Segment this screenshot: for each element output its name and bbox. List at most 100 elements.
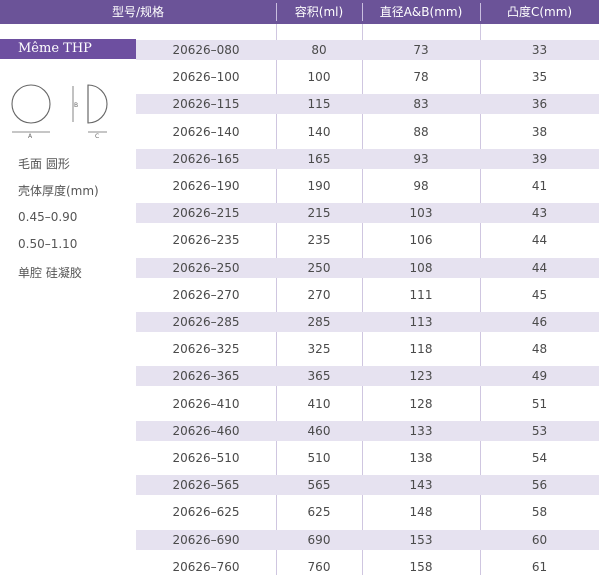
cell-model: 20626–365	[172, 369, 240, 384]
column-divider	[276, 24, 277, 575]
cell-diameter: 83	[413, 97, 429, 112]
table-row: 20626–285 285 113 46	[136, 311, 599, 338]
implant-diagram-icon: B A C	[11, 84, 108, 140]
cell-diameter: 108	[409, 260, 433, 275]
header-projection: 凸度C(mm)	[506, 5, 573, 19]
cell-volume: 690	[307, 532, 331, 547]
header-model: 型号/规格	[111, 5, 165, 19]
column-divider	[480, 24, 481, 575]
header-diameter: 直径A&B(mm)	[379, 5, 463, 19]
cell-volume: 165	[307, 151, 331, 166]
header-divider	[276, 3, 277, 21]
cell-model: 20626–565	[172, 478, 240, 493]
cell-volume: 565	[307, 478, 331, 493]
spec-thickness-range-1: 0.45–0.90	[18, 210, 78, 224]
cell-diameter: 88	[413, 124, 429, 139]
row-band	[136, 203, 599, 224]
table-row: 20626–250 250 108 44	[136, 257, 599, 284]
table-row: 20626–270 270 111 45	[136, 284, 599, 311]
cell-model: 20626–165	[172, 151, 240, 166]
header-divider	[362, 3, 363, 21]
cell-projection: 61	[531, 559, 548, 574]
cell-diameter: 118	[409, 342, 433, 357]
cell-diameter: 111	[409, 287, 433, 302]
cell-model: 20626–510	[172, 451, 240, 465]
cell-volume: 115	[307, 97, 331, 112]
cell-volume: 285	[307, 315, 331, 329]
cell-diameter: 98	[413, 179, 429, 193]
cell-volume: 625	[307, 505, 331, 520]
cell-projection: 46	[531, 315, 548, 329]
table-row: 20626–410 410 128 51	[136, 393, 599, 420]
table-row: 20626–140 140 88 38	[136, 121, 599, 148]
table-row: 20626–565 565 143 56	[136, 474, 599, 501]
cell-volume: 410	[307, 396, 331, 411]
cell-volume: 80	[311, 43, 327, 57]
cell-projection: 44	[531, 260, 548, 275]
row-band	[136, 312, 599, 332]
cell-diameter: 103	[409, 206, 433, 221]
table-row: 20626–190 190 98 41	[136, 175, 599, 202]
cell-volume: 270	[307, 287, 331, 302]
table-row: 20626–690 690 153 60	[136, 529, 599, 556]
cell-projection: 44	[531, 233, 548, 248]
spec-material: 单腔 硅凝胶	[18, 266, 82, 280]
cell-projection: 45	[531, 287, 548, 302]
cell-projection: 53	[531, 423, 548, 438]
cell-volume: 140	[307, 124, 331, 139]
column-divider	[362, 24, 363, 575]
cell-projection: 43	[531, 206, 548, 221]
cell-diameter: 128	[409, 396, 433, 411]
cell-model: 20626–100	[172, 70, 240, 85]
cell-volume: 215	[307, 206, 331, 221]
cell-diameter: 143	[409, 478, 433, 493]
cell-projection: 49	[531, 369, 548, 384]
table-header: 型号/规格 容积(ml) 直径A&B(mm) 凸度C(mm)	[0, 0, 599, 24]
cell-diameter: 78	[413, 70, 429, 85]
cell-volume: 235	[307, 233, 331, 248]
cell-model: 20626–190	[172, 179, 240, 193]
row-band	[136, 148, 599, 169]
spec-thickness-range-2: 0.50–1.10	[18, 237, 78, 251]
cell-diameter: 148	[409, 505, 433, 520]
diagram-label-a: A	[28, 133, 33, 140]
row-band	[136, 94, 599, 115]
cell-diameter: 138	[409, 451, 433, 465]
cell-model: 20626–270	[172, 287, 240, 302]
cell-volume: 325	[307, 342, 331, 357]
cell-projection: 33	[531, 43, 548, 57]
product-name: Même THP	[0, 39, 136, 59]
cell-volume: 760	[307, 559, 331, 574]
cell-diameter: 133	[409, 423, 433, 438]
row-band	[136, 420, 599, 441]
row-band	[136, 366, 599, 387]
header-divider	[480, 3, 481, 21]
cell-projection: 39	[531, 151, 548, 166]
cell-model: 20626–460	[172, 423, 240, 438]
cell-diameter: 93	[413, 151, 429, 166]
table-row: 20626–325 325 118 48	[136, 338, 599, 365]
cell-model: 20626–625	[172, 505, 240, 520]
row-band	[136, 529, 599, 550]
cell-volume: 250	[307, 260, 331, 275]
cell-projection: 36	[531, 97, 548, 112]
cell-projection: 54	[531, 451, 548, 465]
cell-projection: 60	[531, 532, 548, 547]
cell-projection: 48	[531, 342, 548, 357]
cell-model: 20626–215	[172, 206, 240, 221]
spec-shell-thickness-label: 壳体厚度(mm)	[18, 184, 99, 198]
cell-model: 20626–325	[172, 342, 240, 357]
cell-model: 20626–410	[172, 396, 240, 411]
row-band	[136, 40, 599, 60]
cell-model: 20626–140	[172, 124, 240, 139]
cell-model: 20626–115	[172, 97, 240, 112]
cell-model: 20626–250	[172, 260, 240, 275]
cell-projection: 51	[531, 396, 548, 411]
cell-diameter: 153	[409, 532, 433, 547]
diagram-label-c: C	[95, 133, 99, 140]
cell-diameter: 113	[409, 315, 433, 329]
table-row: 20626–460 460 133 53	[136, 420, 599, 447]
cell-volume: 510	[307, 451, 331, 465]
table-row: 20626–235 235 106 44	[136, 229, 599, 256]
cell-diameter: 123	[409, 369, 433, 384]
